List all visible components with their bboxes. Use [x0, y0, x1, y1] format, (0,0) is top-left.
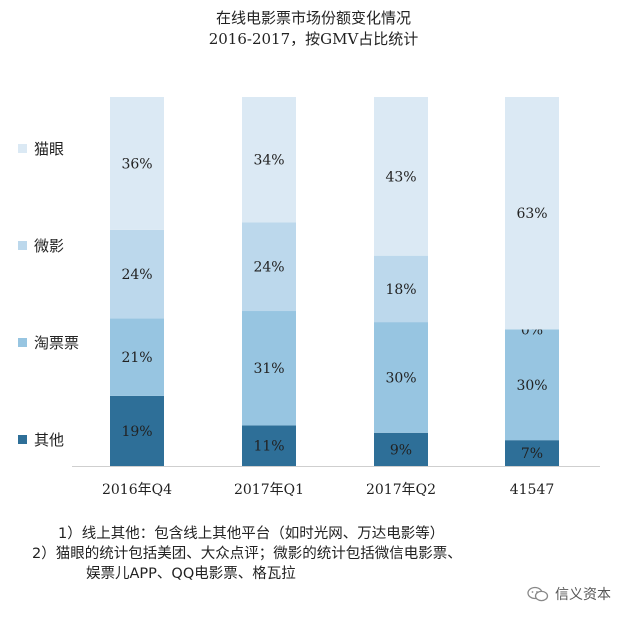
data-label: 24%: [253, 260, 284, 276]
legend-swatch-maoyan: [18, 143, 27, 153]
data-label: 34%: [253, 153, 284, 169]
bar-segment: [110, 318, 164, 396]
bar-segment: [505, 97, 559, 330]
footnote-2-continued: 娱票儿APP、QQ电影票、格瓦拉: [86, 566, 296, 582]
watermark-text: 信义资本: [555, 587, 611, 603]
data-label: 19%: [121, 424, 152, 440]
footnote-1: 1）线上其他：包含线上其他平台（如时光网、万达电影等）: [58, 526, 445, 542]
data-label: 11%: [253, 439, 284, 455]
legend-swatch-taopiaopiao: [18, 337, 27, 347]
legend-label-maoyan: 猫眼: [34, 139, 65, 158]
bar-segment: [374, 322, 428, 433]
bar-segment: [374, 432, 428, 466]
footnotes: 1）线上其他：包含线上其他平台（如时光网、万达电影等） 2）猫眼的统计包括美团、…: [32, 524, 560, 584]
data-label: 30%: [385, 370, 416, 386]
data-label: 21%: [121, 350, 152, 366]
legend-item-taopiaopiao: 淘票票: [18, 332, 108, 352]
data-label: 43%: [385, 169, 416, 185]
data-label: 18%: [385, 282, 416, 298]
x-tick-label: 2017年Q1: [234, 482, 304, 498]
bar-segment: [374, 97, 428, 256]
chart-title: 在线电影票市场份额变化情况: [215, 9, 411, 27]
bar-segment: [242, 311, 296, 426]
legend-item-weiying: 微影: [18, 235, 108, 255]
bar-segment: [242, 97, 296, 223]
legend-item-maoyan: 猫眼: [18, 138, 108, 158]
wechat-icon: [527, 586, 549, 602]
data-label: 30%: [516, 378, 547, 394]
bar-segment: [110, 97, 164, 230]
x-tick-label: 2017年Q2: [366, 482, 436, 498]
legend-label-taopiaopiao: 淘票票: [34, 333, 80, 352]
chart-subtitle: 2016-2017，按GMV占比统计: [208, 30, 419, 48]
watermark: 信义资本: [527, 584, 611, 604]
data-label: 36%: [121, 156, 152, 172]
footnote-2: 2）猫眼的统计包括美团、大众点评；微影的统计包括微信电影票、: [32, 546, 462, 562]
x-tick-label: 41547: [510, 482, 555, 498]
bar-segment: [110, 229, 164, 319]
data-label: 24%: [121, 267, 152, 283]
data-label: 31%: [253, 361, 284, 377]
bar-segment: [374, 255, 428, 323]
bar-segment: [505, 329, 559, 441]
bar-segment: [110, 395, 164, 466]
data-label: 9%: [390, 442, 412, 458]
bar-segment: [242, 425, 296, 466]
data-label: 7%: [521, 446, 543, 462]
legend-swatch-weiying: [18, 240, 27, 250]
bar-segment: [242, 222, 296, 312]
bar-segment: [505, 440, 559, 466]
x-tick-label: 2016年Q4: [102, 482, 172, 498]
legend-label-weiying: 微影: [34, 236, 65, 255]
legend-swatch-other: [18, 434, 27, 444]
legend-item-other: 其他: [18, 429, 108, 449]
legend-label-other: 其他: [34, 430, 65, 449]
data-label: 63%: [516, 206, 547, 222]
stacked-bar-chart: 19% 21% 24% 36% 2016年Q4 11% 31% 24% 34% 2017年Q1 9%…: [72, 97, 600, 498]
